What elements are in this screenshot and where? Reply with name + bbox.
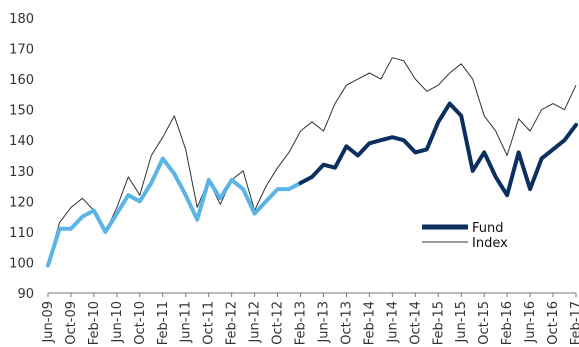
x-tick-label: Feb-12: [225, 301, 240, 345]
x-tick-label: Feb-15: [431, 301, 446, 345]
x-tick-label: Jun-10: [110, 301, 125, 344]
x-tick-label: Oct-10: [133, 301, 148, 345]
x-tick-label: Feb-13: [294, 301, 309, 345]
x-tick-label: Oct-14: [408, 301, 423, 345]
x-tick-label: Feb-11: [156, 301, 171, 345]
y-tick-label: 180: [9, 12, 34, 27]
x-tick-label: Oct-16: [546, 301, 561, 345]
legend-index-label: Index: [472, 236, 508, 251]
series-layer: [46, 57, 578, 268]
x-tick-label: Oct-11: [202, 301, 217, 345]
x-tick-label: Feb-17: [569, 301, 579, 345]
y-tick-label: 130: [9, 165, 34, 180]
x-tick-label: Feb-10: [87, 301, 102, 345]
y-axis: 90 100 110 120 130 140 150 160 170 180: [9, 12, 34, 302]
y-tick-label: 90: [17, 287, 34, 302]
y-tick-label: 110: [9, 226, 34, 241]
x-tick-label: Feb-14: [362, 301, 377, 345]
y-tick-label: 160: [9, 73, 34, 88]
y-tick-label: 170: [9, 43, 34, 58]
x-tick-label: Oct-13: [339, 301, 354, 345]
x-tick-label: Jun-11: [179, 301, 194, 344]
x-axis: Jun-09 Oct-09 Feb-10 Jun-10 Oct-10 Feb-11 Jun-…: [41, 292, 579, 345]
x-tick-label: Jun-09: [41, 301, 56, 344]
index-line: [47, 57, 577, 263]
y-tick-label: 150: [9, 104, 34, 119]
x-tick-label: Oct-09: [64, 301, 79, 345]
y-tick-label: 100: [9, 256, 34, 271]
legend-fund-label: Fund: [472, 221, 504, 236]
fund-line-early: [46, 156, 303, 268]
x-tick-label: Oct-12: [271, 301, 286, 345]
fund-line-late: [298, 101, 578, 198]
x-tick-label: Jun-12: [248, 301, 263, 344]
y-tick-label: 140: [9, 134, 34, 149]
x-tick-label: Jun-16: [523, 301, 538, 344]
x-tick-label: Jun-15: [454, 301, 469, 344]
x-tick-label: Jun-13: [316, 301, 331, 344]
y-tick-label: 120: [9, 195, 34, 210]
x-tick-label: Oct-15: [477, 301, 492, 345]
x-tick-label: Feb-16: [500, 301, 515, 345]
x-tick-label: Jun-14: [385, 301, 400, 344]
